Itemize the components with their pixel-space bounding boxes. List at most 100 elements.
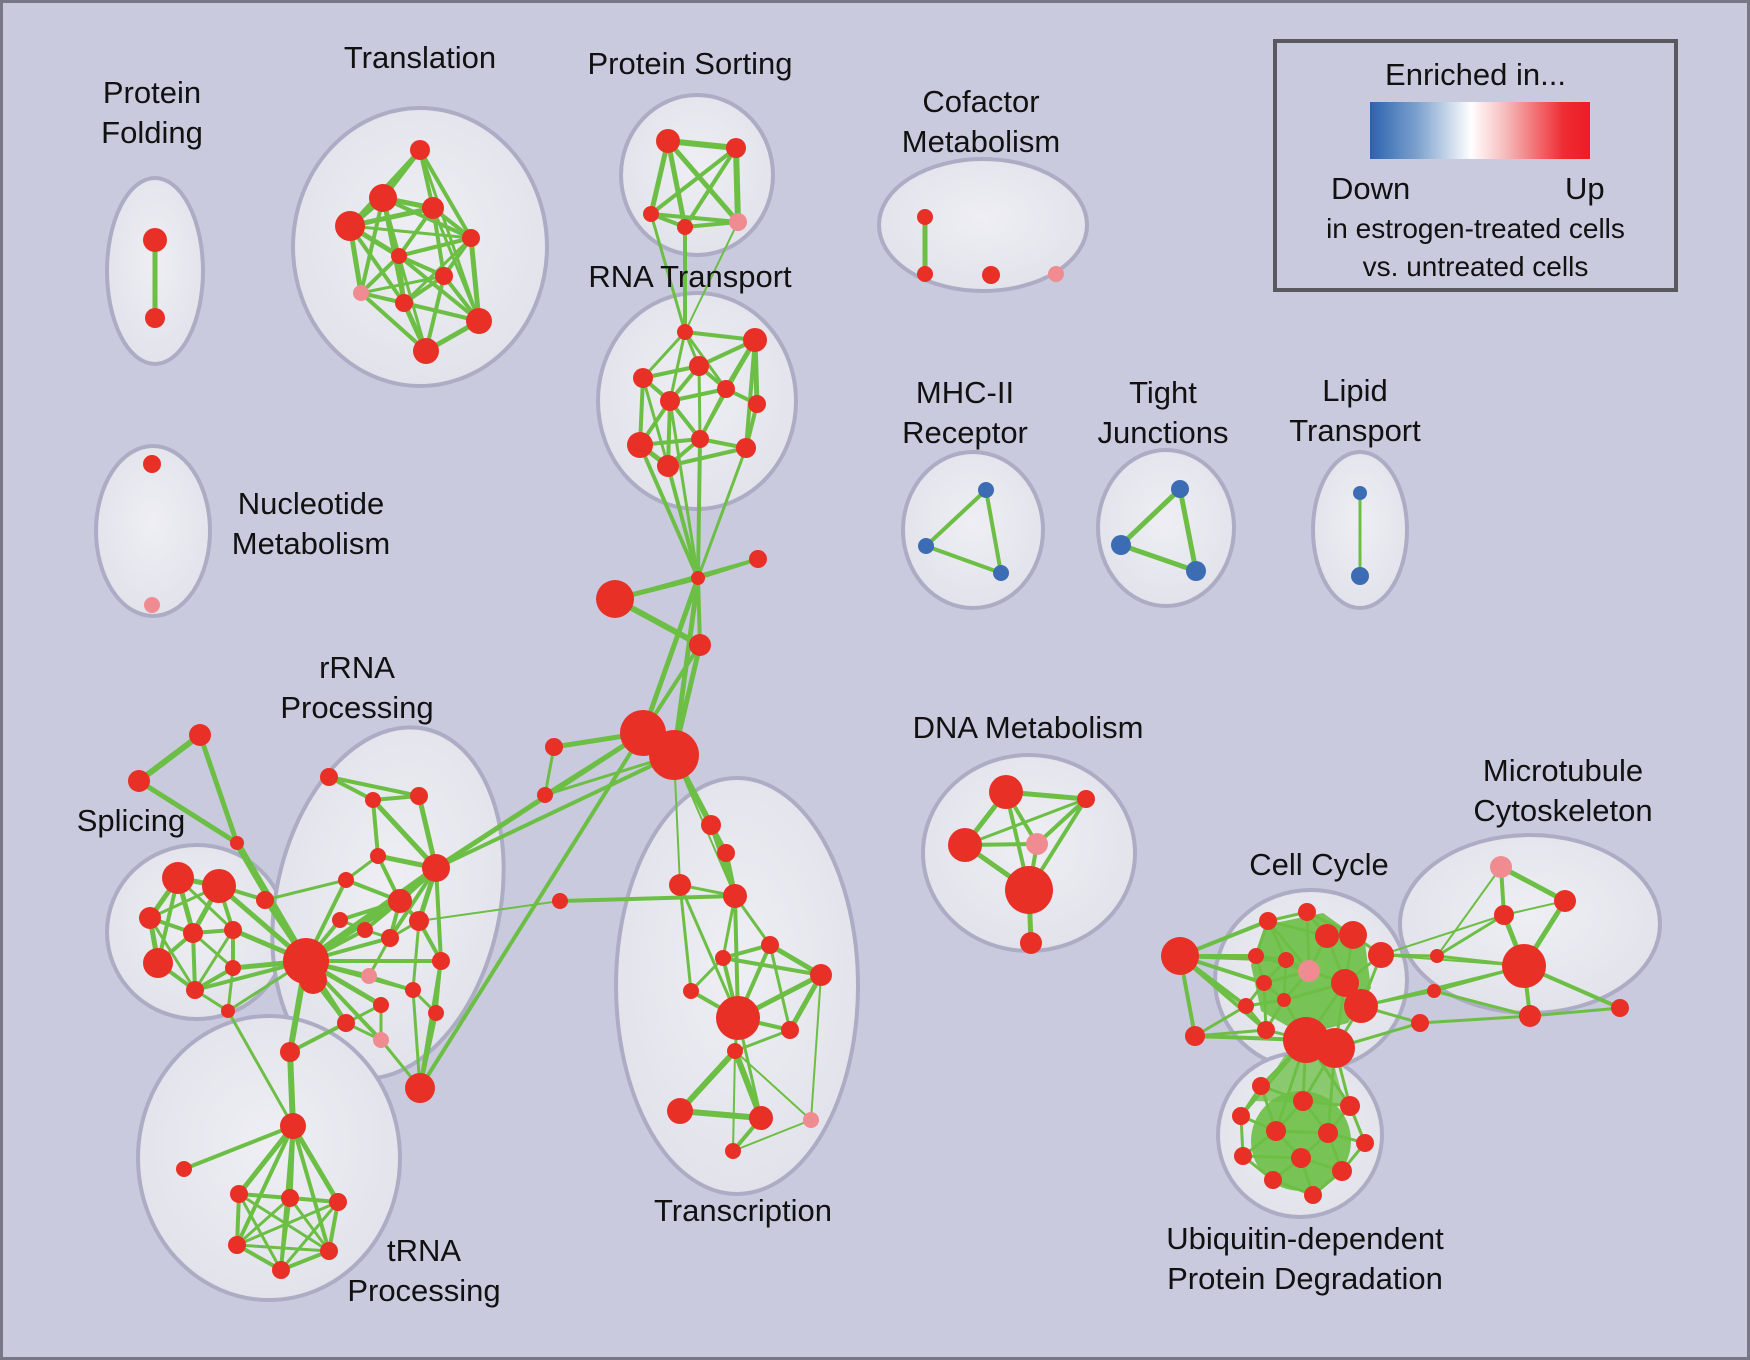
gene-set-node-r2 bbox=[410, 787, 428, 805]
gene-set-node-mc0 bbox=[1430, 949, 1444, 963]
edge-q0-q2 bbox=[197, 732, 240, 846]
gene-set-node-t0 bbox=[410, 140, 430, 160]
gene-set-node-pf1 bbox=[145, 308, 165, 328]
gene-set-node-b4 bbox=[1266, 1121, 1286, 1141]
gene-set-node-tx11 bbox=[727, 1043, 743, 1059]
cluster-ellipse-tight-junctions bbox=[1096, 448, 1236, 608]
gene-set-node-tx6 bbox=[715, 950, 731, 966]
gene-set-node-rt7 bbox=[627, 432, 653, 458]
edge-r10-r13 bbox=[411, 919, 421, 992]
gene-set-node-x0 bbox=[1411, 1014, 1429, 1032]
gene-set-node-t3 bbox=[335, 211, 365, 241]
edge-k2-k4 bbox=[235, 1196, 292, 1247]
edge-tx10-tx11 bbox=[733, 1028, 792, 1053]
gene-set-node-tx10 bbox=[781, 1021, 799, 1039]
gene-set-node-b8 bbox=[1291, 1148, 1311, 1168]
gene-set-node-m2 bbox=[993, 565, 1009, 581]
edge-ps4-rt0 bbox=[684, 221, 739, 333]
edge-s4-s6 bbox=[193, 928, 235, 992]
gene-set-node-tx4 bbox=[723, 884, 747, 908]
gene-set-node-d3 bbox=[1026, 833, 1048, 855]
gene-set-node-mt3 bbox=[1502, 944, 1546, 988]
gene-set-node-tx13 bbox=[749, 1106, 773, 1130]
network-canvas: Protein Folding Translation Protein Sorting… bbox=[77, 40, 1662, 1308]
cluster-label-nucleotide-metabolism: Nucleotide Metabolism bbox=[232, 486, 391, 561]
gene-set-node-c2 bbox=[596, 580, 634, 618]
gene-set-node-r12 bbox=[361, 968, 377, 984]
gene-set-node-g0 bbox=[1259, 912, 1277, 930]
gene-set-node-kh bbox=[280, 1113, 306, 1139]
edge-t0-t4 bbox=[418, 148, 473, 240]
gene-set-node-d0 bbox=[989, 775, 1023, 809]
cluster-ellipse-nucleotide-metabolism bbox=[94, 444, 212, 618]
cluster-ellipse-rna-transport bbox=[596, 291, 798, 511]
edge-k3-k4 bbox=[235, 1200, 340, 1247]
gene-set-node-tx0 bbox=[701, 815, 721, 835]
edge-r1-r5 bbox=[370, 797, 439, 871]
edge-k2-k5 bbox=[288, 1196, 331, 1253]
edge-tx5-tx10 bbox=[768, 943, 792, 1032]
gene-set-node-rt5 bbox=[660, 391, 680, 411]
edge-rt1-rt9 bbox=[744, 338, 757, 450]
gene-set-node-t8 bbox=[395, 294, 413, 312]
legend-title: Enriched in... bbox=[1385, 57, 1566, 92]
gene-set-node-rt0 bbox=[677, 324, 693, 340]
edge-k4-k5 bbox=[235, 1243, 331, 1253]
gene-set-node-g4 bbox=[1368, 942, 1394, 968]
edge-r10-tx3 bbox=[418, 900, 561, 922]
gene-set-node-cf1 bbox=[917, 266, 933, 282]
gene-set-node-b1 bbox=[1293, 1091, 1313, 1111]
cluster-label-transcription: Transcription bbox=[654, 1193, 832, 1228]
gene-set-node-tx8 bbox=[683, 983, 699, 999]
edge-rt5-c0 bbox=[668, 399, 700, 580]
edge-mt0-mc0 bbox=[1436, 866, 1502, 957]
gene-set-node-ps0 bbox=[656, 129, 680, 153]
gene-set-node-m1 bbox=[918, 538, 934, 554]
gene-set-node-q0 bbox=[189, 724, 211, 746]
edge-r11-r21 bbox=[418, 959, 443, 1090]
gene-set-node-tx5 bbox=[761, 936, 779, 954]
gene-set-node-cf0 bbox=[917, 209, 933, 225]
edge-t4-t9 bbox=[468, 235, 482, 324]
edge-rt4-rt8 bbox=[698, 387, 728, 441]
edge-k3-k6 bbox=[279, 1200, 340, 1272]
gene-set-node-lp0 bbox=[1353, 486, 1367, 500]
gene-set-node-rt8 bbox=[691, 430, 709, 448]
gene-set-node-tj1 bbox=[1111, 535, 1131, 555]
cluster-label-dna-metabolism: DNA Metabolism bbox=[913, 710, 1144, 745]
gene-set-node-k2 bbox=[281, 1189, 299, 1207]
legend-up-label: Up bbox=[1565, 171, 1605, 206]
gene-set-node-rt9 bbox=[736, 438, 756, 458]
edge-h2-r5 bbox=[434, 753, 676, 870]
edge-tx6-tx7 bbox=[721, 956, 823, 977]
edge-rt2-rt8 bbox=[697, 364, 702, 441]
edge-t1-t7 bbox=[359, 196, 385, 295]
gene-set-node-r21 bbox=[405, 1073, 435, 1103]
edge-g4-mt2 bbox=[1380, 914, 1505, 956]
gene-set-node-b11 bbox=[1304, 1186, 1322, 1204]
gene-set-node-s7 bbox=[225, 960, 241, 976]
gene-set-node-tx12 bbox=[667, 1098, 693, 1124]
gene-set-node-r15 bbox=[428, 1005, 444, 1021]
edge-tj1-tj2 bbox=[1118, 542, 1199, 574]
gene-set-node-t10 bbox=[413, 338, 439, 364]
gene-set-node-t9 bbox=[466, 308, 492, 334]
edge-r1-r3 bbox=[371, 798, 380, 858]
cluster-label-cell-cycle: Cell Cycle bbox=[1249, 847, 1389, 882]
cluster-ellipse-mhc-ii-receptor bbox=[901, 450, 1045, 610]
gene-set-node-d4 bbox=[1005, 866, 1053, 914]
gene-set-node-r4 bbox=[338, 872, 354, 888]
edge-ps2-rt0 bbox=[649, 212, 687, 334]
edge-kh-k1 bbox=[236, 1123, 296, 1197]
edge-ps0-ps4 bbox=[665, 138, 741, 225]
cluster-label-tight-junctions: Tight Junctions bbox=[1098, 375, 1229, 450]
gene-set-node-t1 bbox=[369, 184, 397, 212]
gene-set-node-g7 bbox=[1298, 960, 1320, 982]
cluster-label-translation: Translation bbox=[344, 40, 496, 75]
gene-set-node-r6 bbox=[388, 889, 412, 913]
edge-t4-t5 bbox=[397, 236, 473, 258]
edge-c2-c1 bbox=[613, 557, 760, 601]
gene-set-node-tx1 bbox=[717, 844, 735, 862]
edge-k2-k6 bbox=[279, 1196, 292, 1272]
gene-set-node-ps2 bbox=[643, 206, 659, 222]
